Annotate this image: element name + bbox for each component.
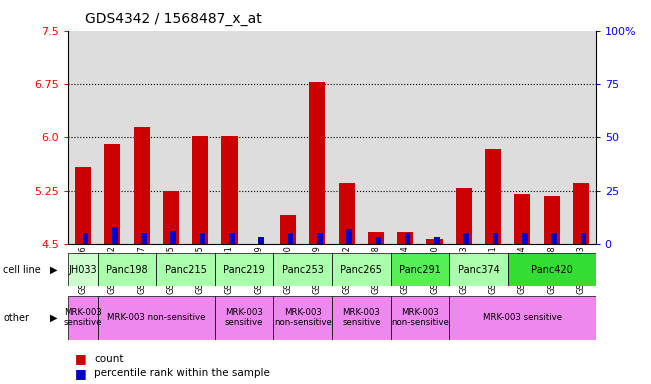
Bar: [104, 144, 120, 244]
Text: other: other: [3, 313, 29, 323]
Text: MRK-003
non-sensitive: MRK-003 non-sensitive: [391, 308, 449, 328]
Bar: [229, 233, 235, 244]
Bar: [133, 127, 150, 244]
Bar: [391, 31, 420, 244]
Bar: [156, 31, 186, 244]
Text: count: count: [94, 354, 124, 364]
Text: ▶: ▶: [49, 313, 57, 323]
Bar: [75, 167, 91, 244]
Bar: [332, 253, 391, 286]
Bar: [376, 237, 381, 244]
Bar: [478, 31, 508, 244]
Bar: [449, 296, 596, 340]
Bar: [339, 184, 355, 244]
Text: Panc253: Panc253: [282, 265, 324, 275]
Bar: [98, 253, 156, 286]
Text: Panc265: Panc265: [340, 265, 382, 275]
Bar: [551, 233, 557, 244]
Text: MRK-003
sensitive: MRK-003 sensitive: [225, 308, 264, 328]
Bar: [273, 253, 332, 286]
Bar: [537, 31, 566, 244]
Bar: [573, 184, 589, 244]
Bar: [244, 31, 273, 244]
Bar: [485, 149, 501, 244]
Text: MRK-003 sensitive: MRK-003 sensitive: [483, 313, 562, 322]
Bar: [566, 31, 596, 244]
Text: percentile rank within the sample: percentile rank within the sample: [94, 368, 270, 378]
Text: cell line: cell line: [3, 265, 41, 275]
Text: MRK-003 non-sensitive: MRK-003 non-sensitive: [107, 313, 206, 322]
Text: MRK-003
sensitive: MRK-003 sensitive: [342, 308, 381, 328]
Text: GDS4342 / 1568487_x_at: GDS4342 / 1568487_x_at: [85, 12, 262, 25]
Bar: [215, 31, 244, 244]
Bar: [68, 31, 98, 244]
Bar: [426, 239, 443, 244]
Bar: [112, 227, 118, 244]
Bar: [303, 31, 332, 244]
Text: ■: ■: [75, 353, 87, 366]
Bar: [98, 296, 215, 340]
Bar: [581, 233, 587, 244]
Bar: [309, 82, 326, 244]
Bar: [508, 31, 537, 244]
Bar: [141, 233, 147, 244]
Bar: [514, 194, 531, 244]
Text: ■: ■: [75, 367, 87, 380]
Bar: [68, 253, 98, 286]
Bar: [522, 233, 528, 244]
Bar: [215, 253, 273, 286]
Text: ▶: ▶: [49, 265, 57, 275]
Bar: [258, 237, 264, 244]
Text: MRK-003
non-sensitive: MRK-003 non-sensitive: [274, 308, 331, 328]
Bar: [405, 233, 411, 244]
Bar: [83, 233, 89, 244]
Bar: [456, 189, 472, 244]
Bar: [317, 233, 323, 244]
Bar: [215, 296, 273, 340]
Bar: [332, 296, 391, 340]
Text: MRK-003
sensitive: MRK-003 sensitive: [64, 308, 102, 328]
Bar: [346, 229, 352, 244]
Bar: [171, 231, 176, 244]
Bar: [449, 253, 508, 286]
Bar: [192, 136, 208, 244]
Bar: [163, 190, 179, 244]
Text: Panc215: Panc215: [165, 265, 206, 275]
Bar: [397, 232, 413, 244]
Bar: [449, 31, 478, 244]
Bar: [273, 296, 332, 340]
Bar: [200, 233, 206, 244]
Bar: [68, 296, 98, 340]
Bar: [280, 215, 296, 244]
Bar: [361, 31, 391, 244]
Text: Panc420: Panc420: [531, 265, 573, 275]
Bar: [288, 233, 294, 244]
Bar: [420, 31, 449, 244]
Bar: [434, 237, 440, 244]
Bar: [493, 233, 499, 244]
Bar: [127, 31, 156, 244]
Bar: [98, 31, 127, 244]
Bar: [156, 253, 215, 286]
Bar: [332, 31, 361, 244]
Bar: [368, 232, 384, 244]
Bar: [391, 253, 449, 286]
Text: Panc198: Panc198: [106, 265, 148, 275]
Text: Panc219: Panc219: [223, 265, 265, 275]
Text: Panc374: Panc374: [458, 265, 499, 275]
Text: JH033: JH033: [69, 265, 97, 275]
Bar: [508, 253, 596, 286]
Bar: [186, 31, 215, 244]
Bar: [221, 136, 238, 244]
Bar: [273, 31, 303, 244]
Bar: [391, 296, 449, 340]
Bar: [544, 195, 560, 244]
Text: Panc291: Panc291: [399, 265, 441, 275]
Bar: [464, 233, 469, 244]
